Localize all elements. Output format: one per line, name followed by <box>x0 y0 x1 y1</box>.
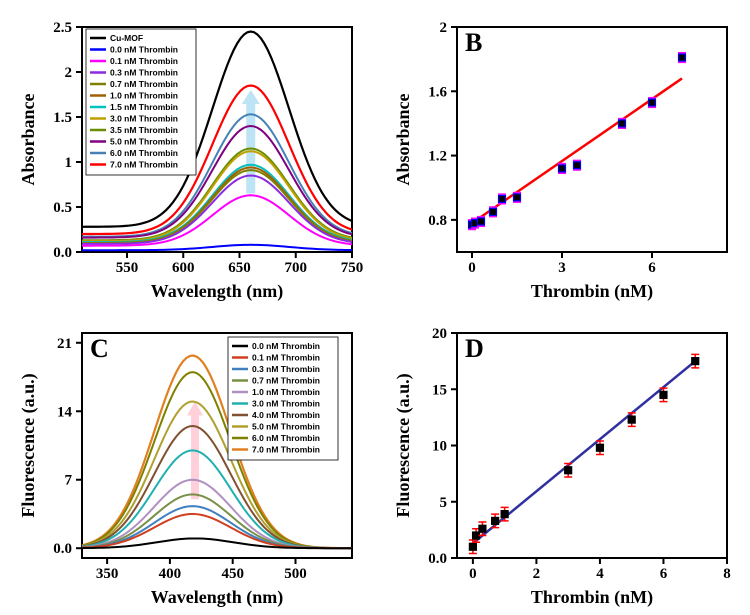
svg-text:4.0 nM Thrombin: 4.0 nM Thrombin <box>252 410 320 420</box>
svg-text:6.0 nM Thrombin: 6.0 nM Thrombin <box>252 433 320 443</box>
svg-text:450: 450 <box>221 566 244 582</box>
svg-text:0.3 nM Thrombin: 0.3 nM Thrombin <box>110 68 178 78</box>
svg-text:1.5 nM Thrombin: 1.5 nM Thrombin <box>110 102 178 112</box>
svg-text:8: 8 <box>723 566 731 582</box>
figure-container: 5506006507007500.00.511.522.5Wavelength … <box>0 0 750 615</box>
svg-text:600: 600 <box>172 260 195 276</box>
svg-text:1.0 nM Thrombin: 1.0 nM Thrombin <box>252 387 320 397</box>
panel-C: 350 400 450 500 0.0 7 14 21 Wavelength (nm) Fluor… <box>10 315 370 610</box>
svg-text:0.1 nM Thrombin: 0.1 nM Thrombin <box>110 56 178 66</box>
panel-label: B <box>465 28 482 57</box>
svg-text:4: 4 <box>596 566 604 582</box>
svg-text:0.5: 0.5 <box>53 200 72 216</box>
svg-text:5.0 nM Thrombin: 5.0 nM Thrombin <box>110 137 178 147</box>
chart-svg-C: 350 400 450 500 0.0 7 14 21 Wavelength (nm) Fluor… <box>10 315 370 610</box>
svg-text:2: 2 <box>533 566 541 582</box>
svg-text:1.5: 1.5 <box>53 110 72 126</box>
chart-svg-A: 550 600 650 700 750 0.0 0.5 1 1.5 2 2.5 Wavelength … <box>10 5 370 305</box>
svg-text:15: 15 <box>432 382 447 398</box>
y-axis-label: Absorbance <box>393 93 413 185</box>
svg-text:700: 700 <box>285 260 308 276</box>
svg-text:14: 14 <box>57 404 73 420</box>
y-axis-label: Fluorescence (a.u.) <box>18 373 39 517</box>
svg-text:Cu-MOF: Cu-MOF <box>110 33 143 43</box>
svg-text:0.8: 0.8 <box>428 213 447 229</box>
svg-text:1: 1 <box>65 155 73 171</box>
svg-text:3.0 nM Thrombin: 3.0 nM Thrombin <box>110 114 178 124</box>
svg-text:10: 10 <box>432 439 447 455</box>
panel-label: D <box>465 334 484 363</box>
svg-text:0.0 nM Thrombin: 0.0 nM Thrombin <box>252 341 320 351</box>
x-axis-label: Wavelength (nm) <box>151 587 284 608</box>
panel-label: C <box>90 334 109 363</box>
panel-D: 0 2 4 6 8 0.0 5 10 15 20 Thrombin (nM) Fluorescence… <box>385 315 745 610</box>
chart-svg-B: 0 3 6 0.8 1.2 1.6 2 Thrombin (nM) Absorbance B <box>385 5 745 305</box>
svg-text:3.5 nM Thrombin: 3.5 nM Thrombin <box>110 125 178 135</box>
svg-text:21: 21 <box>57 336 72 352</box>
svg-text:3.0 nM Thrombin: 3.0 nM Thrombin <box>252 399 320 409</box>
svg-text:0.1 nM Thrombin: 0.1 nM Thrombin <box>252 353 320 363</box>
svg-text:7.0 nM Thrombin: 7.0 nM Thrombin <box>110 160 178 170</box>
svg-text:5: 5 <box>440 495 448 511</box>
svg-text:7.0 nM Thrombin: 7.0 nM Thrombin <box>252 445 320 455</box>
svg-text:20: 20 <box>432 326 447 342</box>
y-axis-label: Absorbance <box>18 93 38 185</box>
svg-text:2.5: 2.5 <box>53 20 72 36</box>
svg-text:650: 650 <box>228 260 251 276</box>
svg-text:2: 2 <box>65 65 73 81</box>
svg-text:500: 500 <box>284 566 307 582</box>
svg-text:0.7 nM Thrombin: 0.7 nM Thrombin <box>252 376 320 386</box>
svg-text:550: 550 <box>116 260 139 276</box>
svg-text:350: 350 <box>96 566 119 582</box>
svg-text:1.2: 1.2 <box>428 149 447 165</box>
svg-text:6: 6 <box>648 260 656 276</box>
svg-text:6: 6 <box>660 566 668 582</box>
svg-text:1.6: 1.6 <box>428 84 447 100</box>
svg-text:400: 400 <box>159 566 182 582</box>
x-axis-label: Wavelength (nm) <box>151 281 284 302</box>
svg-text:750: 750 <box>341 260 364 276</box>
x-axis-label: Thrombin (nM) <box>531 587 653 608</box>
svg-text:0: 0 <box>469 566 477 582</box>
svg-text:0.0: 0.0 <box>53 245 72 261</box>
svg-text:0.7 nM Thrombin: 0.7 nM Thrombin <box>110 79 178 89</box>
svg-text:3: 3 <box>558 260 566 276</box>
svg-text:1.0 nM Thrombin: 1.0 nM Thrombin <box>110 91 178 101</box>
svg-text:5.0 nM Thrombin: 5.0 nM Thrombin <box>252 422 320 432</box>
y-axis-label: Fluorescence (a.u.) <box>393 373 414 517</box>
svg-text:0.0: 0.0 <box>428 551 447 567</box>
svg-text:6.0 nM Thrombin: 6.0 nM Thrombin <box>110 148 178 158</box>
panel-A: 550 600 650 700 750 0.0 0.5 1 1.5 2 2.5 Wavelength … <box>10 5 370 305</box>
svg-text:0: 0 <box>468 260 476 276</box>
svg-text:0.3 nM Thrombin: 0.3 nM Thrombin <box>252 364 320 374</box>
svg-text:7: 7 <box>65 473 73 489</box>
svg-text:0.0 nM Thrombin: 0.0 nM Thrombin <box>110 45 178 55</box>
x-axis-label: Thrombin (nM) <box>531 281 653 302</box>
svg-text:0.0: 0.0 <box>53 541 72 557</box>
panel-B: 0 3 6 0.8 1.2 1.6 2 Thrombin (nM) Absorbance B <box>385 5 745 305</box>
svg-text:2: 2 <box>440 20 448 36</box>
chart-svg-D: 0 2 4 6 8 0.0 5 10 15 20 Thrombin (nM) Fluorescence… <box>385 315 745 610</box>
